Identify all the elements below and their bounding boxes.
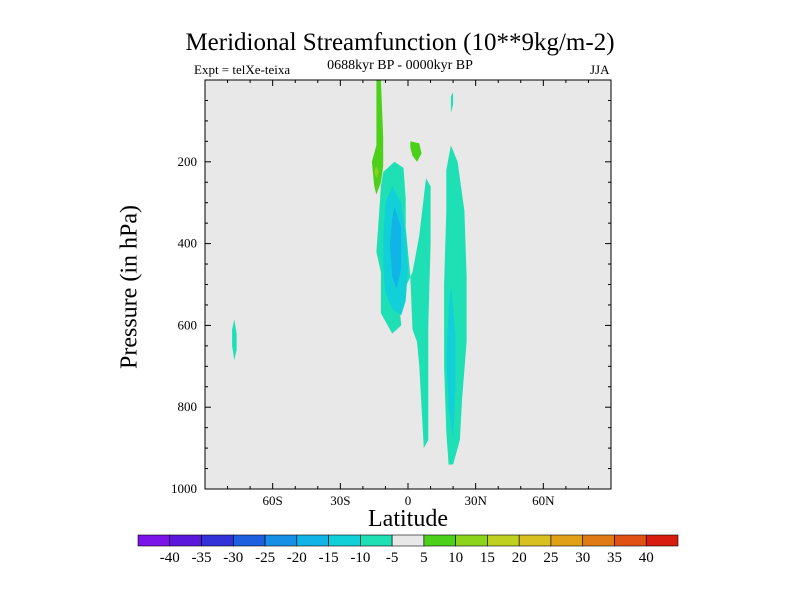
x-tick-label: 0 xyxy=(405,493,412,508)
colorbar-label: -5 xyxy=(386,550,399,566)
x-tick-label: 30S xyxy=(330,493,350,508)
colorbar-box xyxy=(455,534,488,547)
contour-negative-cell-core-inner xyxy=(390,206,402,289)
experiment-label: Expt = telXe-teixa xyxy=(194,62,291,77)
colorbar-label: 35 xyxy=(607,550,622,566)
contour-negative-sliver-upper xyxy=(450,92,454,113)
colorbar-label: -25 xyxy=(255,550,275,566)
colorbar-box xyxy=(169,534,202,547)
colorbar-label: 40 xyxy=(639,550,654,566)
y-tick-label: 800 xyxy=(178,399,198,414)
colorbar-box xyxy=(518,534,552,547)
colorbar-box xyxy=(201,534,234,547)
colorbar-label: -15 xyxy=(319,550,339,566)
axis-ticks: 60S 30S 0 30N 60N 200 400 600 800 1000 xyxy=(171,80,611,508)
plot-frame xyxy=(204,79,612,490)
season-label: JJA xyxy=(590,62,610,77)
x-tick-label: 60N xyxy=(532,493,555,508)
colorbar-box xyxy=(487,534,520,547)
colorbar-box xyxy=(423,534,456,547)
colorbar: -40 -35 -30 -25 -20 -15 -10 -5 5 10 15 20 25 30 35 40 xyxy=(137,534,679,566)
x-tick-label: 30N xyxy=(464,493,487,508)
chart-title: Meridional Streamfunction (10**9kg/m-2) xyxy=(185,29,615,56)
colorbar-label: 15 xyxy=(480,550,495,566)
colorbar-label: 20 xyxy=(512,550,527,566)
colorbar-label: -35 xyxy=(192,550,212,566)
colorbar-label: -40 xyxy=(160,550,180,566)
colorbar-box xyxy=(296,534,329,547)
colorbar-box xyxy=(391,534,425,547)
colorbar-box xyxy=(328,534,361,547)
colorbar-box xyxy=(550,534,584,547)
colorbar-label: 5 xyxy=(420,550,428,566)
colorbar-label: 10 xyxy=(448,550,463,566)
x-tick-label: 60S xyxy=(263,493,283,508)
contour-weak-negative-far-south xyxy=(232,319,237,361)
colorbar-box xyxy=(582,534,615,547)
contour-positive-blob-upper xyxy=(410,141,422,162)
colorbar-box xyxy=(360,534,393,547)
colorbar-box xyxy=(264,534,298,547)
colorbar-box xyxy=(645,534,679,547)
y-tick-label: 200 xyxy=(178,154,198,169)
colorbar-label: -30 xyxy=(223,550,243,566)
colorbar-label: 30 xyxy=(575,550,590,566)
plot-area xyxy=(205,80,611,489)
contour-positive-plume-core xyxy=(374,165,379,179)
contour-positive-plume-upper xyxy=(371,80,384,195)
colorbar-label: -10 xyxy=(350,550,370,566)
colorbar-box xyxy=(614,534,647,547)
y-tick-label: 400 xyxy=(178,236,198,251)
colorbar-label: -20 xyxy=(287,550,307,566)
colorbar-label: 25 xyxy=(543,550,558,566)
contour-layer xyxy=(232,80,467,465)
y-tick-label: 600 xyxy=(178,317,198,332)
colorbar-box xyxy=(137,534,171,547)
y-tick-label: 1000 xyxy=(171,481,197,496)
x-axis-label: Latitude xyxy=(368,506,448,532)
colorbar-box xyxy=(232,534,266,547)
period-label: 0688kyr BP - 0000kyr BP xyxy=(327,58,473,73)
contour-negative-cell-north-core xyxy=(446,284,456,440)
